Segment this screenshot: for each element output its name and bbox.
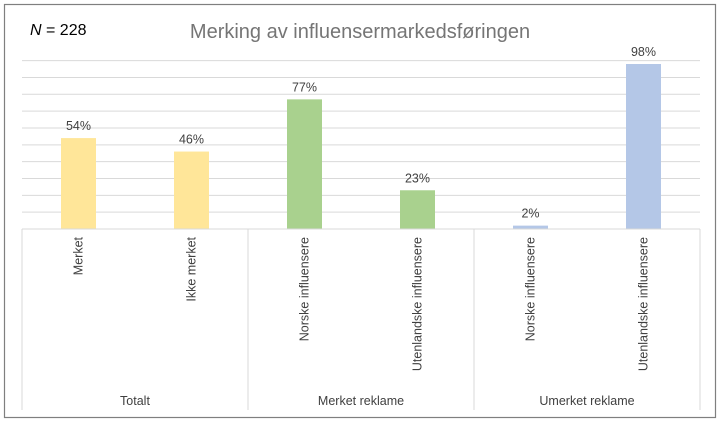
bar	[61, 138, 96, 229]
value-label: 23%	[405, 171, 430, 185]
bar	[400, 190, 435, 229]
group-labels: Totalt Merket reklame Umerket reklame	[120, 394, 635, 408]
category-label: Norske influensere	[524, 237, 538, 341]
category-label: Utenlandske influensere	[637, 237, 651, 371]
category-label: Utenlandske influensere	[411, 237, 425, 371]
bar	[174, 151, 209, 229]
chart-title: Merking av influensermarkedsføringen	[190, 21, 530, 43]
value-label: 54%	[66, 119, 91, 133]
value-labels: 54% 46% 77% 23% 2% 98%	[66, 45, 656, 221]
group-label: Umerket reklame	[539, 394, 634, 408]
category-axis	[21, 228, 701, 410]
chart-border	[3, 3, 717, 419]
value-label: 98%	[631, 45, 656, 59]
category-label: Norske influensere	[298, 237, 312, 341]
bar	[287, 99, 322, 229]
category-label: Merket	[72, 236, 86, 275]
value-label: 46%	[179, 133, 204, 147]
bar	[626, 64, 661, 229]
category-labels: Merket Ikke merket Norske influensere Utenl…	[72, 236, 651, 371]
group-label: Totalt	[120, 394, 150, 408]
group-label: Merket reklame	[318, 394, 404, 408]
gridlines	[22, 60, 700, 213]
n-label: N	[30, 22, 42, 39]
n-value: = 228	[42, 22, 87, 39]
value-label: 2%	[521, 207, 539, 221]
n-annotation: N = 228	[30, 22, 87, 39]
bar	[513, 225, 548, 229]
bars	[61, 64, 661, 229]
value-label: 77%	[292, 80, 317, 94]
category-label: Ikke merket	[185, 236, 199, 301]
